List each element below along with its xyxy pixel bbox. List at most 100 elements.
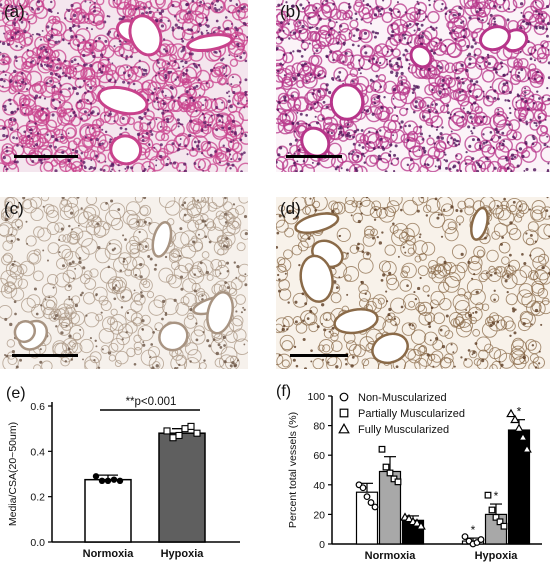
nucleus-dot [203, 120, 207, 125]
nucleus-dot [533, 121, 536, 125]
alveolus-wall [133, 293, 146, 306]
nucleus-dot [111, 62, 114, 65]
alveolus-wall [197, 259, 214, 276]
nucleus-dot [288, 210, 292, 214]
nucleus-dot [77, 62, 80, 65]
vessel-lumen [186, 33, 234, 53]
nucleus-dot [311, 26, 314, 29]
nucleus-dot [205, 82, 209, 85]
nucleus-dot [522, 14, 526, 18]
alveolus-wall [343, 266, 360, 282]
nucleus-dot [515, 101, 518, 104]
nucleus-dot [313, 52, 316, 55]
nucleus-dot [186, 153, 189, 156]
nucleus-dot [104, 130, 108, 134]
alveolus-wall [459, 319, 473, 333]
nucleus-dot [0, 51, 2, 54]
alveolus-wall [116, 331, 130, 346]
nucleus-dot [379, 129, 382, 132]
nucleus-dot [232, 139, 235, 142]
alveolus-wall [158, 197, 176, 209]
nucleus-dot [124, 238, 127, 241]
nucleus-dot [38, 96, 42, 99]
nucleus-dot [332, 2, 335, 6]
nucleus-dot [332, 58, 335, 62]
nucleus-dot [541, 265, 545, 270]
nucleus-dot [352, 135, 355, 139]
nucleus-dot [159, 143, 163, 147]
alveolus-wall [55, 272, 70, 288]
nucleus-dot [192, 99, 196, 102]
nucleus-dot [480, 120, 483, 124]
alveolus-wall [227, 73, 242, 89]
nucleus-dot [281, 327, 285, 332]
alveolus-wall [186, 312, 195, 320]
nucleus-dot [396, 64, 400, 68]
nucleus-dot [475, 290, 479, 294]
nucleus-dot [417, 27, 421, 31]
nucleus-dot [158, 67, 161, 70]
nucleus-dot [25, 220, 28, 223]
nucleus-dot [195, 322, 198, 325]
alveolus-wall [398, 231, 410, 243]
alveolus-wall [484, 343, 494, 353]
nucleus-dot [201, 112, 205, 116]
nucleus-dot [315, 7, 318, 10]
alveolus-wall [183, 315, 198, 329]
nucleus-dot [302, 337, 306, 342]
scale-bar-c [12, 354, 78, 357]
alveolus-wall [13, 56, 28, 71]
alveolus-wall [18, 134, 29, 145]
nucleus-dot [84, 0, 87, 3]
nucleus-dot [235, 3, 238, 6]
nucleus-dot [45, 114, 48, 117]
alveolus-wall [392, 223, 409, 239]
nucleus-dot [231, 163, 235, 167]
vessel-lumen [294, 212, 340, 235]
nucleus-dot [346, 293, 349, 296]
alveolus-wall [84, 359, 98, 369]
nucleus-dot [125, 331, 128, 334]
nucleus-dot [516, 164, 520, 168]
nucleus-dot [507, 264, 511, 267]
alveolus-wall [62, 64, 72, 75]
data-point [518, 432, 528, 441]
nucleus-dot [163, 119, 166, 122]
nucleus-dot [276, 46, 279, 50]
nucleus-dot [404, 33, 407, 36]
nucleus-dot [471, 132, 474, 135]
alveolus-wall [538, 10, 548, 20]
nucleus-dot [13, 260, 16, 263]
nucleus-dot [342, 60, 345, 63]
nucleus-dot [70, 358, 74, 361]
alveolus-wall [389, 224, 399, 234]
nucleus-dot [311, 161, 314, 164]
nucleus-dot [277, 3, 281, 7]
nucleus-dot [506, 123, 509, 126]
nucleus-dot [423, 151, 426, 154]
nucleus-dot [124, 127, 128, 131]
nucleus-dot [178, 96, 181, 99]
nucleus-dot [449, 77, 452, 80]
nucleus-dot [199, 261, 203, 265]
alveolus-wall [317, 69, 326, 79]
alveolus-wall [478, 272, 488, 283]
nucleus-dot [127, 81, 130, 85]
nucleus-dot [14, 55, 18, 59]
nucleus-dot [453, 141, 456, 145]
nucleus-dot [185, 68, 189, 72]
nucleus-dot [360, 280, 364, 285]
nucleus-dot [338, 133, 340, 136]
nucleus-dot [395, 74, 399, 78]
nucleus-dot [96, 222, 100, 226]
alveolus-wall [282, 52, 294, 64]
nucleus-dot [230, 157, 233, 161]
nucleus-dot [237, 45, 240, 48]
nucleus-dot [107, 265, 111, 269]
nucleus-dot [87, 89, 90, 93]
alveolus-wall [292, 197, 307, 211]
nucleus-dot [148, 10, 152, 14]
alveolus-wall [409, 322, 417, 330]
nucleus-dot [39, 348, 42, 351]
nucleus-dot [296, 111, 299, 114]
